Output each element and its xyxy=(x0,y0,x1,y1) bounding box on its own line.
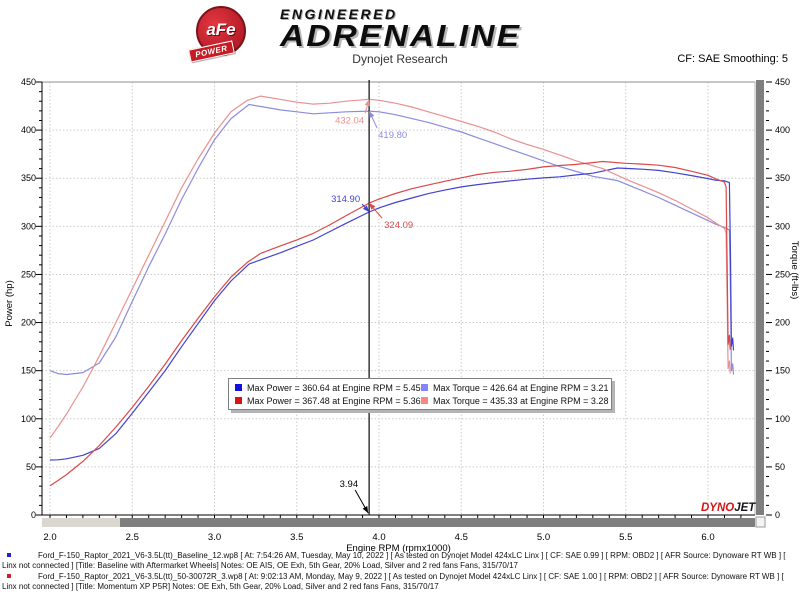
run-info-footer: Ford_F-150_Raptor_2021_V6-3.5L(tt)_Basel… xyxy=(0,551,796,593)
right-tick-label: 450 xyxy=(775,77,790,87)
dynojet-logo-dyno: DYNO xyxy=(701,502,735,514)
h-scrollbar-thumb[interactable] xyxy=(120,518,755,527)
annotation-arrowhead-icon xyxy=(362,205,370,212)
left-tick-label: 450 xyxy=(21,77,36,87)
legend-row: Max Power = 367.48 at Engine RPM = 5.36 M… xyxy=(233,394,608,407)
dyno-chart-plot: 0 0 50 50 100 100 150 150 200 200 250 250 300 300 350 3… xyxy=(4,77,800,554)
run-info-entry: Ford_F-150_Raptor_2021_V6-3.5L(tt)_Basel… xyxy=(2,551,786,570)
power-curve-run0 xyxy=(49,167,735,461)
x-tick-label: 5.0 xyxy=(537,532,550,543)
afe-power-logo-icon: aFe POWER xyxy=(188,6,246,63)
right-tick-label: 100 xyxy=(775,414,790,424)
left-tick-label: 150 xyxy=(21,366,36,376)
power-axis-title: Power (hp) xyxy=(4,280,15,326)
left-tick-label: 50 xyxy=(26,462,36,472)
smoothing-status: CF: SAE Smoothing: 5 xyxy=(677,53,788,65)
legend-swatch-icon xyxy=(421,384,428,391)
left-tick-label: 0 xyxy=(31,510,36,520)
x-tick-label: 2.0 xyxy=(43,532,56,543)
left-tick-label: 300 xyxy=(21,221,36,231)
legend-item: Max Power = 360.64 at Engine RPM = 5.45 xyxy=(233,382,421,393)
legend-box[interactable]: Max Power = 360.64 at Engine RPM = 5.45 M… xyxy=(228,378,612,410)
x-tick-label: 4.0 xyxy=(372,532,385,543)
annotation-arrowhead-icon xyxy=(364,99,370,107)
legend-swatch-icon xyxy=(235,397,242,404)
legend-swatch-icon xyxy=(421,397,428,404)
legend-label: Max Torque = 426.64 at Engine RPM = 3.21 xyxy=(433,382,609,393)
left-tick-label: 100 xyxy=(21,414,36,424)
torque-curve-run1 xyxy=(49,95,731,439)
cursor-rpm-label: 3.94 xyxy=(340,479,359,490)
x-tick-label: 5.5 xyxy=(619,532,632,543)
chart-title: Dynojet Research xyxy=(352,52,448,66)
x-tick-label: 4.5 xyxy=(455,532,468,543)
logo-line-adrenaline: ADRENALINE xyxy=(280,18,522,53)
run-bullet-icon xyxy=(7,574,11,578)
legend-label: Max Power = 367.48 at Engine RPM = 5.36 xyxy=(247,395,421,406)
legend-row: Max Power = 360.64 at Engine RPM = 5.45 M… xyxy=(233,381,608,394)
afe-adrenaline-logo: aFe POWER ENGINEERED ADRENALINE xyxy=(188,6,519,63)
rpm-axis-title: Engine RPM (rpmx1000) xyxy=(346,543,451,554)
legend-label: Max Torque = 435.33 at Engine RPM = 3.28 xyxy=(433,395,609,406)
left-tick-label: 250 xyxy=(21,269,36,279)
right-tick-label: 350 xyxy=(775,173,790,183)
torque-curve-run0 xyxy=(49,103,735,376)
right-tick-label: 300 xyxy=(775,221,790,231)
x-tick-label: 3.0 xyxy=(208,532,221,543)
legend-swatch-icon xyxy=(235,384,242,391)
legend-item: Max Torque = 426.64 at Engine RPM = 3.21 xyxy=(419,383,608,393)
legend-item: Max Torque = 435.33 at Engine RPM = 3.28 xyxy=(419,396,608,406)
cursor-value-label: 324.09 xyxy=(384,220,413,231)
dynojet-logo-jet: JET xyxy=(734,502,756,514)
left-tick-label: 200 xyxy=(21,318,36,328)
right-tick-label: 0 xyxy=(775,510,780,520)
x-tick-label: 6.0 xyxy=(701,532,714,543)
x-tick-label: 2.5 xyxy=(126,532,139,543)
logo-line-engineered: ENGINEERED xyxy=(280,6,398,22)
cursor-value-label: 419.80 xyxy=(378,130,407,141)
left-tick-label: 350 xyxy=(21,173,36,183)
afe-badge-text: aFe xyxy=(206,20,236,39)
legend-item: Max Power = 367.48 at Engine RPM = 5.36 xyxy=(233,395,421,406)
right-tick-label: 250 xyxy=(775,269,790,279)
legend-label: Max Power = 360.64 at Engine RPM = 5.45 xyxy=(247,382,421,393)
annotation-arrowhead-icon xyxy=(369,203,376,210)
cursor-value-label: 314.90 xyxy=(331,194,360,205)
x-tick-label: 3.5 xyxy=(290,532,303,543)
dynojet-logo: DYNOJET xyxy=(701,502,755,514)
annotation-arrowhead-icon xyxy=(369,111,375,119)
v-scrollbar-thumb[interactable] xyxy=(756,80,764,515)
annotation-arrowhead-icon xyxy=(362,506,369,513)
right-tick-label: 50 xyxy=(775,462,785,472)
left-tick-label: 400 xyxy=(21,125,36,135)
right-tick-label: 200 xyxy=(775,318,790,328)
power-curve-run1 xyxy=(49,160,731,487)
run-bullet-icon xyxy=(7,553,11,557)
cursor-value-label: 432.04 xyxy=(335,115,364,126)
right-tick-label: 150 xyxy=(775,366,790,376)
run-info-entry: Ford_F-150_Raptor_2021_V6-3.5L(tt)_50-30… xyxy=(2,572,784,591)
right-tick-label: 400 xyxy=(775,125,790,135)
logo-text: ENGINEERED ADRENALINE xyxy=(280,6,519,54)
torque-axis-title: Torque (ft-lbs) xyxy=(789,241,800,300)
scrollbar-corner xyxy=(755,516,766,528)
